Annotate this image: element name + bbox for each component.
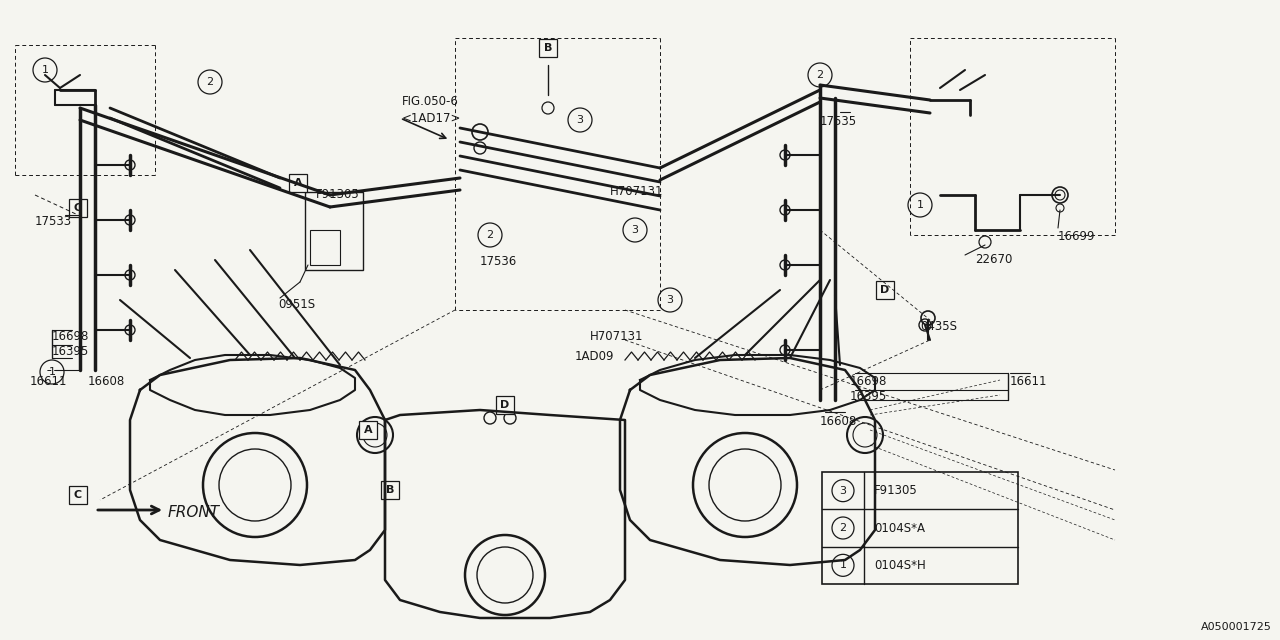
Circle shape (832, 479, 854, 502)
Circle shape (623, 218, 646, 242)
Text: 3: 3 (667, 295, 673, 305)
Text: 16698: 16698 (850, 375, 887, 388)
Bar (69, 199, 87, 217)
Bar (381, 481, 399, 499)
Bar (310, 230, 340, 265)
Bar (822, 472, 1018, 584)
Text: C: C (74, 490, 82, 500)
Text: 0104S*A: 0104S*A (874, 522, 925, 534)
Text: 22670: 22670 (975, 253, 1012, 266)
Text: 17533: 17533 (35, 215, 72, 228)
Text: D: D (500, 400, 509, 410)
Text: 0951S: 0951S (278, 298, 315, 311)
Text: <1AD17>: <1AD17> (402, 112, 461, 125)
Text: 3: 3 (576, 115, 584, 125)
Text: 1: 1 (840, 561, 846, 570)
Text: 2: 2 (206, 77, 214, 87)
Text: 1: 1 (49, 367, 55, 377)
Text: H707131: H707131 (590, 330, 644, 343)
Text: FIG.050-6: FIG.050-6 (402, 95, 458, 108)
Text: 16699: 16699 (1059, 230, 1096, 243)
Text: A: A (364, 425, 372, 435)
Circle shape (832, 554, 854, 577)
Text: FRONT: FRONT (168, 505, 220, 520)
Circle shape (33, 58, 58, 82)
Text: B: B (385, 485, 394, 495)
Text: 17535: 17535 (820, 115, 858, 128)
Text: 2: 2 (840, 523, 846, 533)
Text: 16611: 16611 (29, 375, 68, 388)
Bar (539, 39, 557, 57)
Text: 3: 3 (631, 225, 639, 235)
Text: 1AD09: 1AD09 (575, 350, 614, 363)
Text: 16395: 16395 (52, 345, 90, 358)
Text: 0104S*H: 0104S*H (874, 559, 925, 572)
Text: 2: 2 (817, 70, 823, 80)
Circle shape (832, 517, 854, 539)
Circle shape (658, 288, 682, 312)
Text: F91305: F91305 (874, 484, 918, 497)
Bar (876, 281, 893, 299)
Bar (69, 486, 87, 504)
Text: 2: 2 (486, 230, 494, 240)
Circle shape (808, 63, 832, 87)
Circle shape (198, 70, 221, 94)
Text: A050001725: A050001725 (1201, 622, 1272, 632)
Text: H707131: H707131 (611, 185, 663, 198)
Text: 1: 1 (916, 200, 923, 210)
Text: 16608: 16608 (88, 375, 125, 388)
Circle shape (40, 360, 64, 384)
Text: C: C (74, 203, 82, 213)
Circle shape (477, 223, 502, 247)
Text: 16608: 16608 (820, 415, 858, 428)
Text: 16698: 16698 (52, 330, 90, 343)
Text: A: A (293, 178, 302, 188)
Circle shape (908, 193, 932, 217)
Text: 0435S: 0435S (920, 320, 957, 333)
Text: 17536: 17536 (480, 255, 517, 268)
Text: D: D (881, 285, 890, 295)
Text: F91305: F91305 (316, 188, 360, 201)
Bar (289, 174, 307, 192)
Text: B: B (544, 43, 552, 53)
Text: 3: 3 (840, 486, 846, 495)
Bar (305, 192, 364, 270)
Text: 1: 1 (41, 65, 49, 75)
Text: 16611: 16611 (1010, 375, 1047, 388)
Text: 16395: 16395 (850, 390, 887, 403)
Bar (358, 421, 378, 439)
Bar (497, 396, 515, 414)
Circle shape (568, 108, 591, 132)
